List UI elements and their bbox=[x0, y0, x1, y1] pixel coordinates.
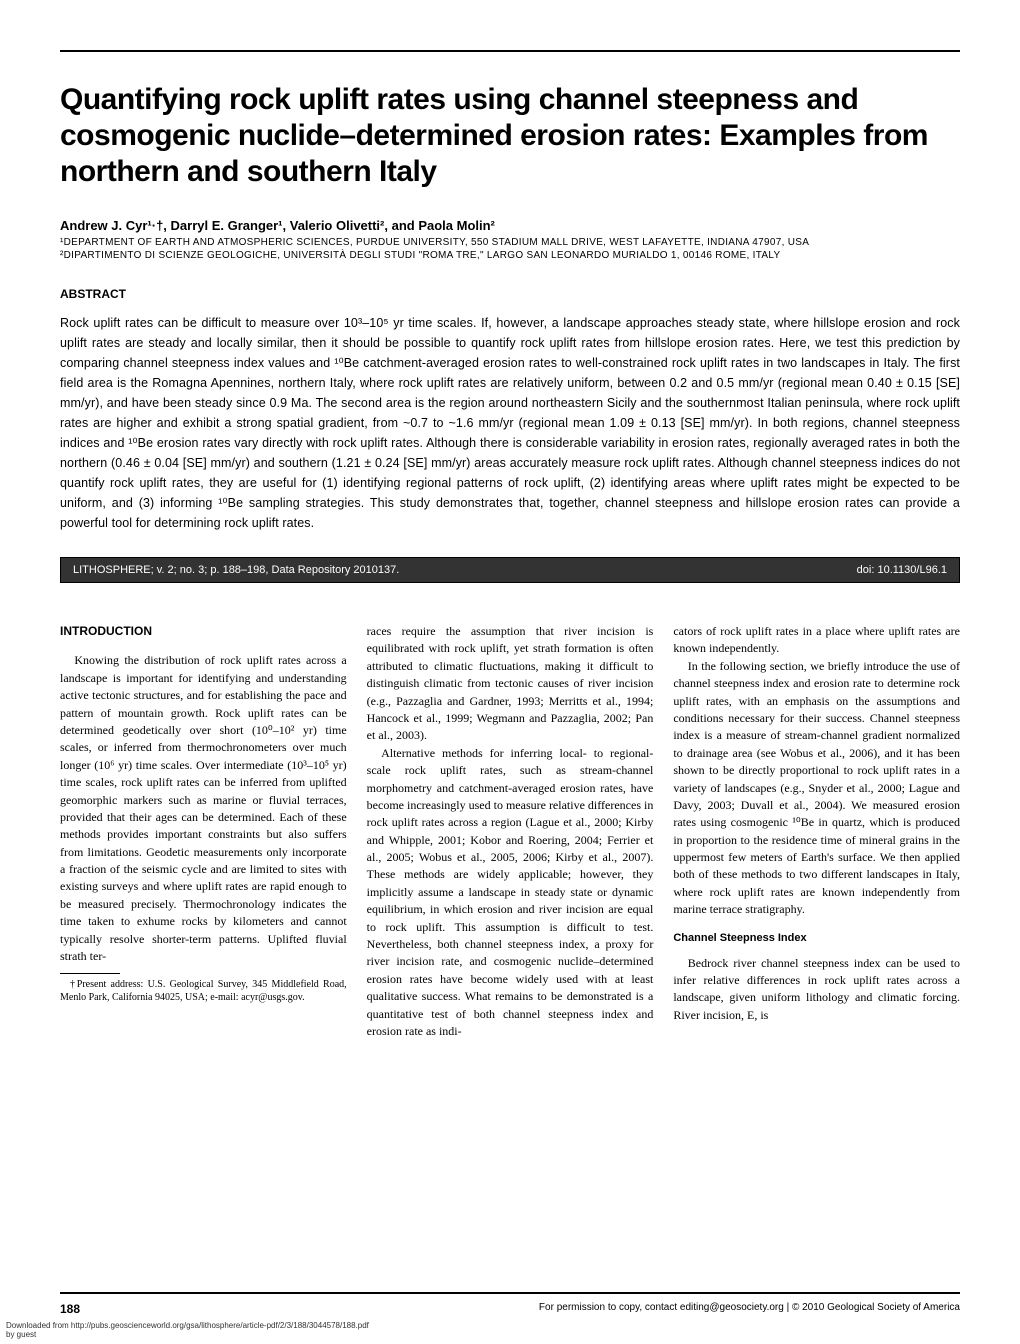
footer-copyright: For permission to copy, contact editing@… bbox=[539, 1302, 960, 1316]
affiliation-1: ¹DEPARTMENT OF EARTH AND ATMOSPHERIC SCI… bbox=[60, 237, 960, 248]
col3-paragraph-1: cators of rock uplift rates in a place w… bbox=[673, 623, 960, 658]
channel-steepness-heading: Channel Steepness Index bbox=[673, 931, 960, 947]
article-title: Quantifying rock uplift rates using chan… bbox=[60, 82, 960, 190]
author-line: Andrew J. Cyr¹·†, Darryl E. Granger¹, Va… bbox=[60, 218, 960, 233]
column-1: INTRODUCTION Knowing the distribution of… bbox=[60, 623, 347, 1040]
page-number: 188 bbox=[60, 1302, 80, 1316]
abstract-text: Rock uplift rates can be difficult to me… bbox=[60, 313, 960, 533]
col3-paragraph-2: In the following section, we briefly int… bbox=[673, 658, 960, 919]
abstract-heading: ABSTRACT bbox=[60, 287, 960, 301]
download-line-1: Downloaded from http://pubs.geosciencewo… bbox=[6, 1322, 369, 1331]
footer-rule bbox=[60, 1292, 960, 1294]
pub-info-doi: doi: 10.1130/L96.1 bbox=[857, 564, 947, 576]
pub-info-left: LITHOSPHERE; v. 2; no. 3; p. 188–198, Da… bbox=[73, 564, 399, 576]
col2-paragraph-2: Alternative methods for inferring local-… bbox=[367, 745, 654, 1041]
column-2: races require the assumption that river … bbox=[367, 623, 654, 1040]
body-columns: INTRODUCTION Knowing the distribution of… bbox=[60, 623, 960, 1040]
page-footer: 188 For permission to copy, contact edit… bbox=[60, 1302, 960, 1316]
download-attribution: Downloaded from http://pubs.geosciencewo… bbox=[6, 1322, 369, 1340]
footnote-text: †Present address: U.S. Geological Survey… bbox=[60, 978, 347, 1004]
col3-paragraph-3: Bedrock river channel steepness index ca… bbox=[673, 955, 960, 1025]
publication-bar: LITHOSPHERE; v. 2; no. 3; p. 188–198, Da… bbox=[60, 557, 960, 583]
col1-paragraph-1: Knowing the distribution of rock uplift … bbox=[60, 652, 347, 965]
col2-paragraph-1: races require the assumption that river … bbox=[367, 623, 654, 745]
introduction-heading: INTRODUCTION bbox=[60, 623, 347, 640]
affiliation-2: ²DIPARTIMENTO DI SCIENZE GEOLOGICHE, UNI… bbox=[60, 250, 960, 261]
top-rule bbox=[60, 50, 960, 52]
download-line-2: by guest bbox=[6, 1331, 369, 1340]
footnote-rule bbox=[60, 973, 120, 974]
column-3: cators of rock uplift rates in a place w… bbox=[673, 623, 960, 1040]
